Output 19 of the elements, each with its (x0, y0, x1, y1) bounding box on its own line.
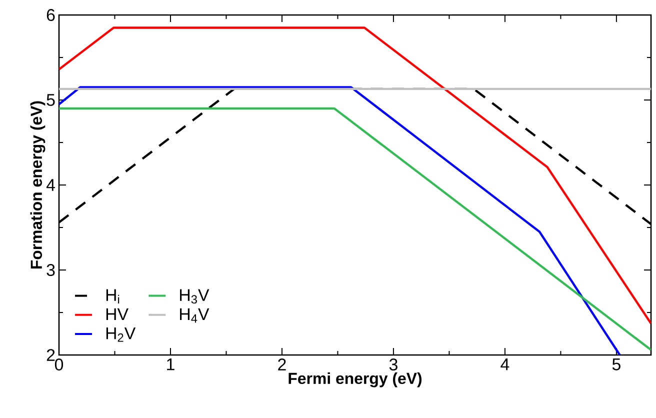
x-tick-label: 3 (389, 358, 398, 371)
line-series (59, 26, 652, 325)
x-tick-label: 2 (278, 358, 286, 370)
x-tick-label: 5 (612, 358, 620, 370)
x-tick-label: 4 (500, 358, 510, 370)
legend-label: HV (106, 308, 128, 320)
legend-label: H$_{2}$V (106, 327, 136, 342)
legend-label: H$_{4}$V (180, 308, 210, 323)
legend-label: H$_{3}$V (180, 289, 210, 304)
y-tick-label: 3 (46, 264, 55, 276)
x-tick-label: 1 (167, 358, 174, 370)
x-axis-title: Fermi energy (eV) (288, 372, 422, 388)
y-axis-title: Formation energy (eV) (30, 101, 46, 269)
legend-label: H$_{i}$ (106, 289, 120, 304)
y-tick-label: 2 (46, 349, 55, 361)
y-tick-label: 5 (46, 94, 55, 106)
y-tick-label: 4 (46, 179, 55, 191)
y-tick-label: 6 (46, 9, 55, 21)
x-tick-label: 0 (54, 358, 64, 371)
